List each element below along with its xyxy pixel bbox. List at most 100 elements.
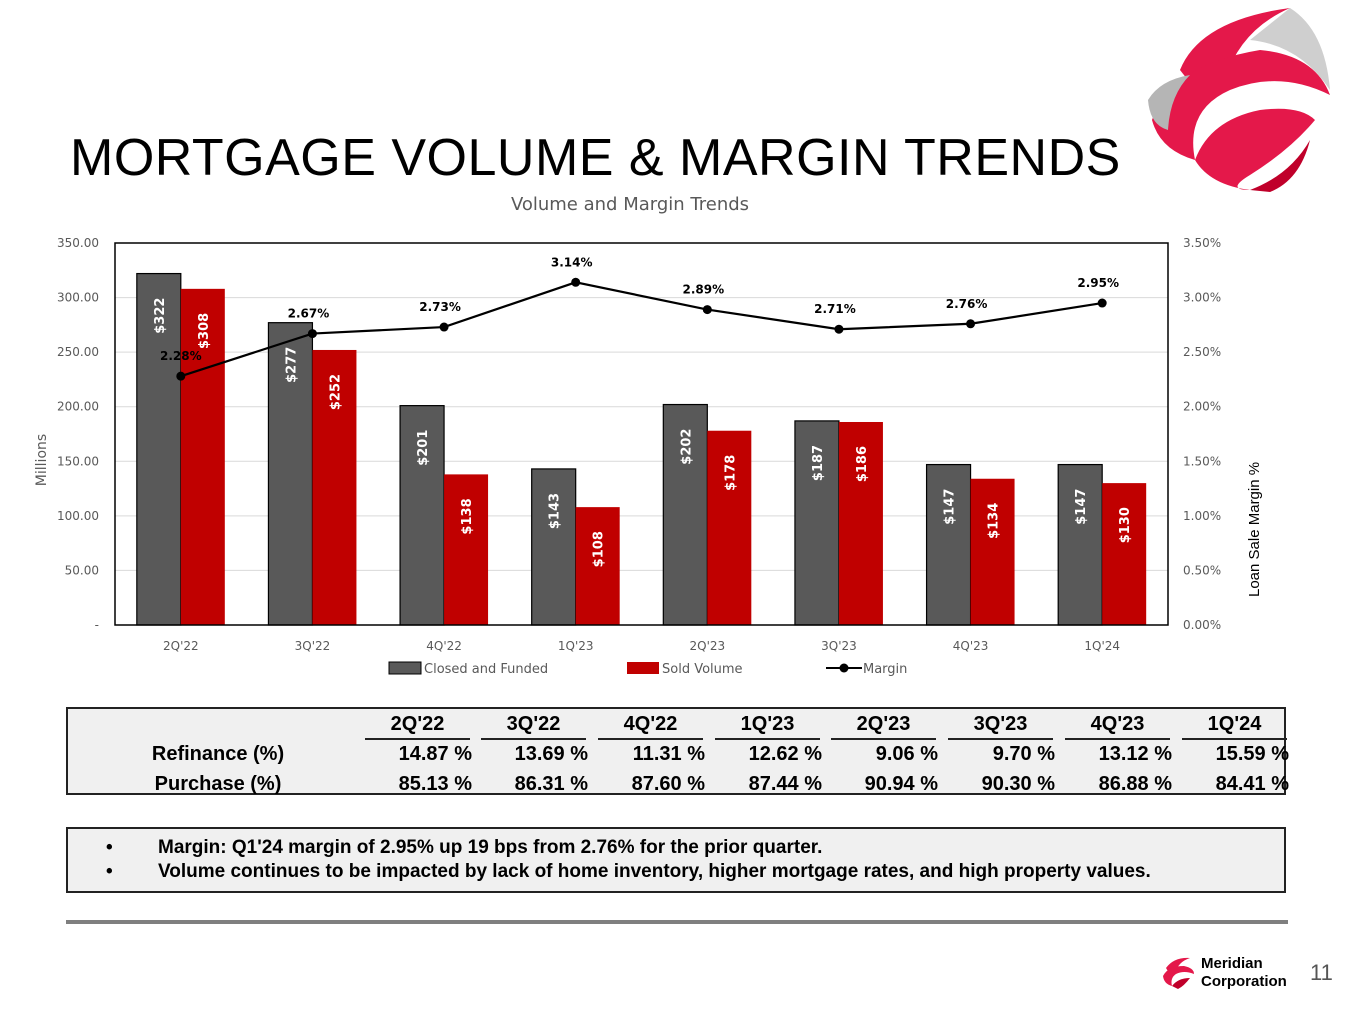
x-tick-label: 4Q'23 xyxy=(953,639,989,653)
page-number: 11 xyxy=(1310,960,1333,985)
margin-point xyxy=(966,319,976,329)
y2-tick-label: 1.50% xyxy=(1183,454,1221,468)
legend-swatch-closed xyxy=(388,661,422,675)
y-tick-label: 200.00 xyxy=(57,400,99,414)
note-text: Margin: Q1'24 margin of 2.95% up 19 bps … xyxy=(158,837,823,858)
margin-point xyxy=(176,371,186,381)
chart-title: Volume and Margin Trends xyxy=(511,194,749,215)
axes-ticks: - 50.00 100.00 150.00 200.00 250.00 300.00 350.… xyxy=(57,236,1221,653)
bar-data-label: $147 xyxy=(1074,489,1089,525)
table-cell: 15.59 % xyxy=(1215,743,1289,765)
bar-closed-funded xyxy=(794,420,840,626)
margin-point xyxy=(439,322,449,332)
x-tick-label: 3Q'23 xyxy=(821,639,857,653)
bar-data-label: $252 xyxy=(328,374,343,410)
table-col-header: 4Q'22 xyxy=(598,713,703,740)
y2-tick-label: 3.00% xyxy=(1183,291,1221,305)
row-label-refinance: Refinance (%) xyxy=(151,743,285,765)
bar-data-label: $201 xyxy=(416,430,431,466)
bar-closed-funded xyxy=(399,405,445,626)
y2-tick-label: 2.00% xyxy=(1183,400,1221,414)
y2-tick-label: 3.50% xyxy=(1183,236,1221,250)
y-tick-label: 250.00 xyxy=(57,345,99,359)
bar-data-label: $143 xyxy=(548,493,563,529)
row-label-purchase: Purchase (%) xyxy=(154,773,282,795)
bar-sold-volume xyxy=(838,421,883,625)
margin-data-label: 2.28% xyxy=(160,349,202,363)
y2-axis-label: Loan Sale Margin % xyxy=(1246,462,1263,597)
note-margin: • Margin: Q1'24 margin of 2.95% up 19 bps… xyxy=(106,837,822,859)
x-tick-label: 1Q'23 xyxy=(558,639,594,653)
bar-data-label: $138 xyxy=(460,498,475,534)
bar-sold-volume xyxy=(707,430,752,625)
table-cell: 86.31 % xyxy=(514,773,588,795)
volume-margin-chart: Volume and Margin Trends Millions Loan S… xyxy=(34,194,1263,677)
bar-sold-volume xyxy=(970,478,1015,625)
y2-tick-label: 2.50% xyxy=(1183,345,1221,359)
margin-data-label: 2.95% xyxy=(1077,276,1119,290)
y-tick-label: 100.00 xyxy=(57,509,99,523)
page-title: MORTGAGE VOLUME & MARGIN TRENDS xyxy=(70,129,1121,187)
table-cell: 84.41 % xyxy=(1215,773,1289,795)
bar-data-label: $130 xyxy=(1118,507,1133,543)
table-col-header: 3Q'23 xyxy=(948,713,1053,740)
bullet: • xyxy=(106,861,113,882)
legend-marker-margin xyxy=(839,663,849,673)
table-cell: 9.70 % xyxy=(992,743,1055,765)
margin-point xyxy=(1097,298,1107,308)
bar-series: $322 $308 $277 $252 $201 $138 $143 $108 $202 $178… xyxy=(136,272,1147,626)
legend-swatch-sold xyxy=(627,662,659,674)
bar-data-label: $322 xyxy=(153,298,168,334)
bar-data-label: $308 xyxy=(197,313,212,349)
y2-tick-label: 1.00% xyxy=(1183,509,1221,523)
y2-tick-label: 0.00% xyxy=(1183,618,1221,632)
footer-company-name: Meridian Corporation xyxy=(1201,955,1287,991)
table-cell: 12.62 % xyxy=(748,743,822,765)
bar-sold-volume xyxy=(444,474,489,625)
footer-logo-icon xyxy=(1163,957,1194,989)
y-tick-label: 300.00 xyxy=(57,291,99,305)
bar-closed-funded xyxy=(925,463,972,626)
bar-data-label: $108 xyxy=(592,531,607,567)
bar-sold-volume xyxy=(575,507,620,625)
notes-box: • Margin: Q1'24 margin of 2.95% up 19 bps… xyxy=(66,827,1286,893)
bar-closed-funded xyxy=(662,403,708,626)
x-tick-label: 2Q'22 xyxy=(163,639,199,653)
table-col-header: 2Q'23 xyxy=(831,713,936,740)
margin-data-label: 2.67% xyxy=(288,307,330,321)
margin-data-label: 2.89% xyxy=(682,283,724,297)
bar-data-label: $147 xyxy=(943,489,958,525)
bar-sold-volume xyxy=(1102,483,1147,625)
footer-divider xyxy=(66,920,1288,924)
plot-frame xyxy=(114,242,1169,626)
y2-tick-label: 0.50% xyxy=(1183,563,1221,577)
bar-sold-volume xyxy=(312,349,357,625)
table-col-header: 2Q'22 xyxy=(365,713,470,740)
margin-point xyxy=(702,305,712,315)
table-cell: 9.06 % xyxy=(875,743,938,765)
table-cell: 87.44 % xyxy=(748,773,822,795)
margin-data-label: 2.71% xyxy=(814,302,856,316)
note-volume: • Volume continues to be impacted by lack… xyxy=(106,861,1151,883)
margin-data-label: 2.73% xyxy=(419,300,461,314)
legend: Closed and Funded Sold Volume Margin xyxy=(388,661,907,677)
bar-closed-funded xyxy=(267,322,314,626)
table-col-header: 3Q'22 xyxy=(481,713,586,740)
bullet: • xyxy=(106,837,113,858)
margin-point xyxy=(834,324,844,334)
table-cell: 85.13 % xyxy=(398,773,472,795)
margin-line-series: 2.28% 2.67% 2.73% 3.14% 2.89% 2.71% 2.76% 2.95% xyxy=(160,255,1119,381)
x-tick-label: 4Q'22 xyxy=(426,639,462,653)
bar-closed-funded xyxy=(531,468,577,626)
margin-line xyxy=(180,281,1103,378)
bar-sold-volume xyxy=(180,288,225,625)
table-cell: 90.30 % xyxy=(981,773,1055,795)
table-col-header: 1Q'24 xyxy=(1182,713,1287,740)
y-tick-label: 150.00 xyxy=(57,454,99,468)
bar-data-label: $187 xyxy=(811,445,826,481)
table-cell: 11.31 % xyxy=(632,743,705,765)
mix-table: Refinance (%) Purchase (%) 2Q'22 3Q'22 4Q'… xyxy=(66,707,1289,795)
note-text: Volume continues to be impacted by lack … xyxy=(158,861,1151,882)
table-cell: 86.88 % xyxy=(1098,773,1172,795)
margin-data-label: 3.14% xyxy=(551,255,593,269)
